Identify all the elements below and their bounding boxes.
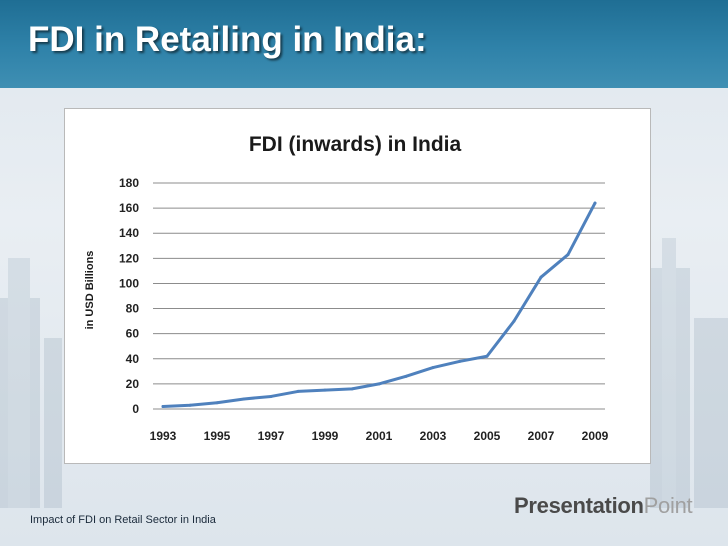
x-tick-label: 2005 bbox=[474, 429, 501, 443]
data-point bbox=[377, 382, 381, 386]
data-point bbox=[593, 201, 597, 205]
data-point bbox=[188, 403, 192, 407]
x-tick-label: 2003 bbox=[420, 429, 447, 443]
data-point bbox=[458, 359, 462, 363]
data-point bbox=[404, 374, 408, 378]
logo-text-secondary: Point bbox=[643, 493, 693, 518]
x-tick-label: 2001 bbox=[366, 429, 393, 443]
y-tick-label: 20 bbox=[126, 377, 140, 391]
data-point bbox=[269, 394, 273, 398]
y-tick-label: 180 bbox=[119, 176, 139, 190]
logo-text-primary: Presentation bbox=[514, 493, 644, 518]
x-tick-label: 1999 bbox=[312, 429, 339, 443]
x-tick-label: 1995 bbox=[204, 429, 231, 443]
y-tick-label: 140 bbox=[119, 226, 139, 240]
data-point bbox=[215, 401, 219, 405]
x-tick-labels: 1993 1995 1997 1999 2001 2003 2005 2007 2009 bbox=[150, 429, 609, 443]
slide-title: FDI in Retailing in India: bbox=[28, 20, 427, 59]
y-tick-label: 40 bbox=[126, 352, 140, 366]
x-tick-label: 2009 bbox=[582, 429, 609, 443]
presentationpoint-logo: PresentationPoint bbox=[514, 493, 693, 519]
y-tick-label: 160 bbox=[119, 201, 139, 215]
x-tick-label: 1997 bbox=[258, 429, 285, 443]
series-layer bbox=[161, 201, 597, 408]
data-point bbox=[485, 354, 489, 358]
data-point bbox=[323, 388, 327, 392]
data-point bbox=[350, 387, 354, 391]
y-tick-label: 60 bbox=[126, 327, 140, 341]
x-tick-label: 1993 bbox=[150, 429, 177, 443]
y-tick-labels: 0 20 40 60 80 100 120 140 160 180 bbox=[119, 176, 139, 416]
y-tick-label: 120 bbox=[119, 251, 139, 265]
data-point bbox=[242, 397, 246, 401]
y-tick-label: 80 bbox=[126, 302, 140, 316]
data-point bbox=[161, 404, 165, 408]
fdi-line-chart: FDI (inwards) in India in USD Billions 0… bbox=[84, 133, 609, 443]
slide-header: FDI in Retailing in India: bbox=[0, 0, 728, 88]
data-point bbox=[539, 275, 543, 279]
data-point bbox=[431, 366, 435, 370]
chart-frame: FDI (inwards) in India in USD Billions 0… bbox=[64, 108, 651, 464]
y-tick-label: 100 bbox=[119, 276, 139, 290]
data-point bbox=[296, 389, 300, 393]
city-skyline-background bbox=[0, 238, 728, 508]
y-tick-label: 0 bbox=[132, 402, 139, 416]
data-point bbox=[512, 319, 516, 323]
data-point bbox=[566, 253, 570, 257]
gridlines bbox=[153, 182, 605, 410]
x-tick-label: 2007 bbox=[528, 429, 555, 443]
y-axis-label: in USD Billions bbox=[84, 251, 96, 330]
footer-caption: Impact of FDI on Retail Sector in India bbox=[30, 514, 216, 526]
chart-title: FDI (inwards) in India bbox=[249, 133, 462, 156]
